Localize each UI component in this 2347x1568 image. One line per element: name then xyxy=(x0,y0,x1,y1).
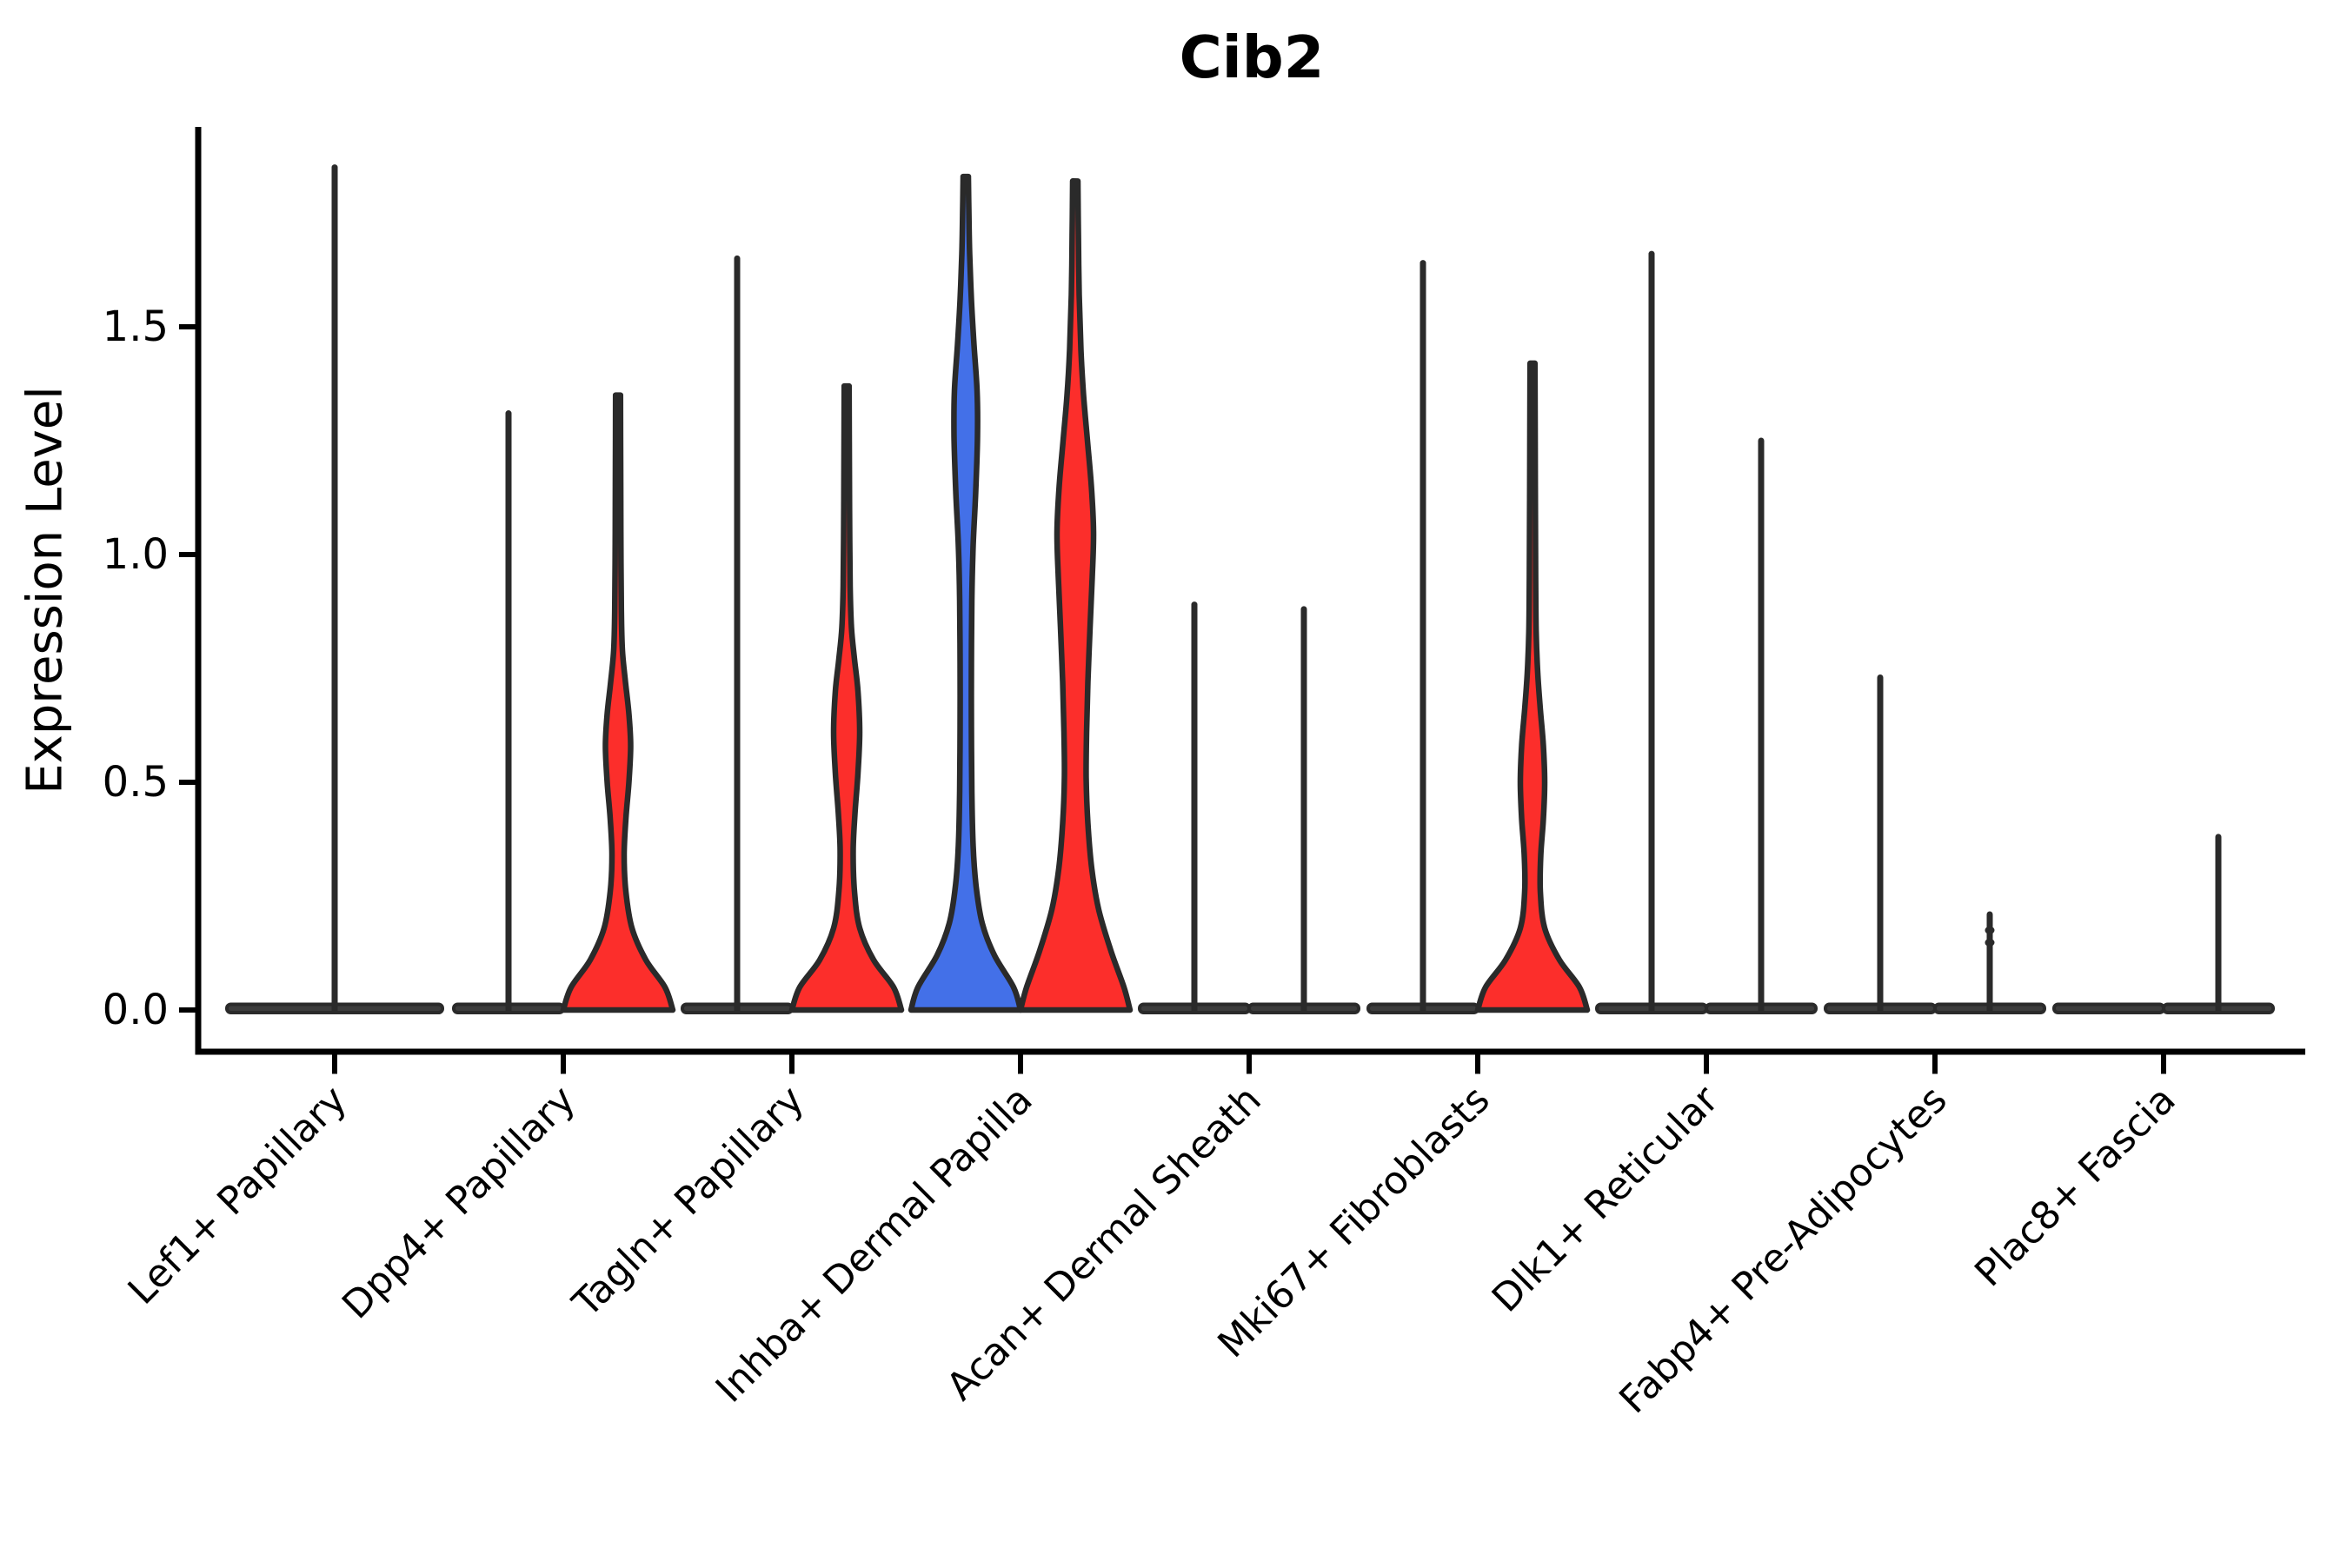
violin-knob xyxy=(1985,926,1995,934)
y-tick-label: 1.5 xyxy=(103,302,169,351)
violin-knob xyxy=(1985,938,1995,947)
y-axis-label: Expression Level xyxy=(17,386,74,794)
x-category-label: Dlk1+ Reticular xyxy=(1484,1077,1728,1321)
y-tick-label: 0.5 xyxy=(103,758,169,807)
violin-base-sliver xyxy=(2052,1002,2165,1014)
y-tick-label: 1.0 xyxy=(103,530,169,579)
violin-blue xyxy=(908,173,1024,1013)
x-category-label: Tagln+ Papillary xyxy=(564,1078,813,1326)
violin-red xyxy=(1474,360,1591,1013)
chart-title: Cib2 xyxy=(1179,23,1325,91)
x-category-label: Lef1+ Papillary xyxy=(120,1078,356,1313)
violin-red xyxy=(560,392,676,1013)
x-category-label: Plac8+ Fascia xyxy=(1966,1078,2184,1296)
x-category-label: Dpp4+ Papillary xyxy=(334,1078,584,1328)
violin-red xyxy=(788,382,905,1013)
y-tick-label: 0.0 xyxy=(103,986,169,1034)
violin-red xyxy=(1017,178,1134,1013)
